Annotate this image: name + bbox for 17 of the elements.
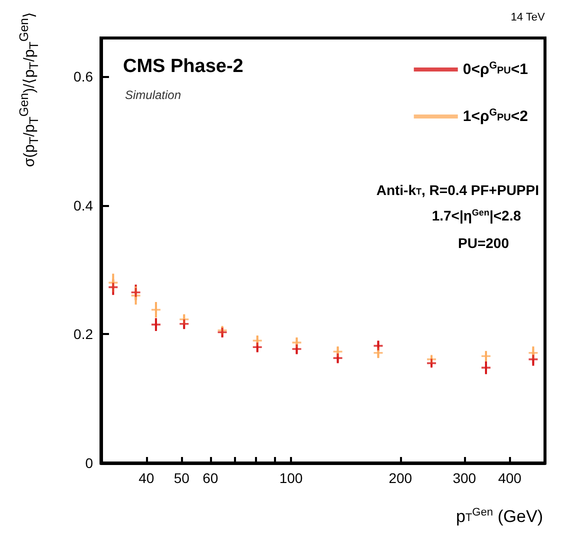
- x-tick-label: 400: [498, 470, 522, 486]
- x-tick-label: 100: [279, 470, 303, 486]
- annotation: Anti-kT, R=0.4 PF+PUPPI: [376, 182, 540, 198]
- x-tick-label: 50: [174, 470, 190, 486]
- x-tick-label: 60: [202, 470, 218, 486]
- text: 14 TeV: [510, 12, 546, 24]
- y-tick-label: 0: [85, 455, 94, 471]
- annotation: PU=200: [458, 235, 510, 251]
- y-tick-label: 0.2: [74, 326, 94, 342]
- x-tick-label: 40: [138, 470, 154, 486]
- y-tick-label: 0.4: [74, 197, 94, 214]
- text: Simulation: [125, 88, 182, 102]
- y-tick-label: 0.6: [74, 68, 94, 85]
- x-tick-label: 200: [388, 470, 412, 486]
- x-axis-title: pTGen (GeV): [456, 506, 543, 526]
- text: CMS Phase-2: [123, 56, 244, 77]
- x-tick-label: 300: [452, 470, 476, 486]
